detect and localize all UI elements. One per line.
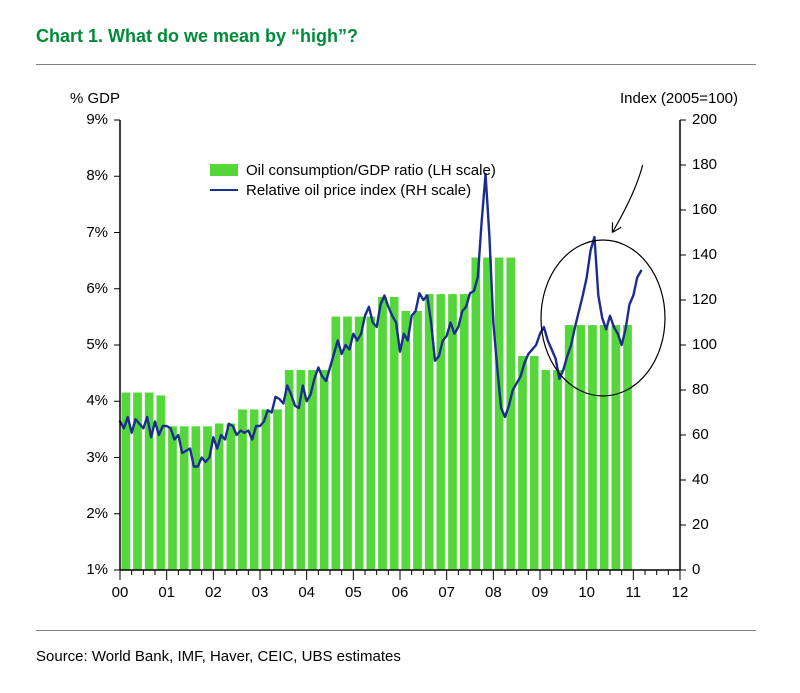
bar xyxy=(192,427,200,570)
annotation-arrow-line xyxy=(612,165,642,233)
x-tick-label: 05 xyxy=(341,584,365,601)
chart-area: % GDP Index (2005=100) 1%2%3%4%5%6%7%8%9… xyxy=(0,0,800,693)
bar xyxy=(437,294,445,570)
left-tick-label: 8% xyxy=(86,167,108,184)
right-tick-label: 80 xyxy=(692,381,709,398)
bar xyxy=(343,317,351,570)
right-tick-label: 100 xyxy=(692,336,717,353)
bar xyxy=(378,297,386,570)
bar xyxy=(413,311,421,570)
bar xyxy=(483,258,491,570)
bar xyxy=(542,370,550,570)
bar xyxy=(227,424,235,570)
bar xyxy=(623,325,631,570)
right-tick-label: 40 xyxy=(692,471,709,488)
legend-item: Relative oil price index (RH scale) xyxy=(210,180,496,200)
right-tick-label: 180 xyxy=(692,156,717,173)
x-tick-label: 10 xyxy=(575,584,599,601)
left-tick-label: 3% xyxy=(86,449,108,466)
bar xyxy=(355,317,363,570)
right-tick-label: 200 xyxy=(692,111,717,128)
x-tick-label: 02 xyxy=(201,584,225,601)
divider-bottom xyxy=(36,630,756,631)
x-tick-label: 04 xyxy=(295,584,319,601)
source-text: Source: World Bank, IMF, Haver, CEIC, UB… xyxy=(36,648,401,665)
bar xyxy=(530,356,538,570)
x-tick-label: 11 xyxy=(621,584,645,601)
bar xyxy=(157,396,165,570)
bar xyxy=(320,370,328,570)
bar xyxy=(507,258,515,570)
right-tick-label: 160 xyxy=(692,201,717,218)
x-tick-label: 07 xyxy=(435,584,459,601)
bar xyxy=(472,258,480,570)
bar xyxy=(553,370,561,570)
legend-label: Relative oil price index (RH scale) xyxy=(246,182,471,199)
bar xyxy=(600,325,608,570)
bar xyxy=(238,410,246,570)
x-tick-label: 00 xyxy=(108,584,132,601)
bar xyxy=(460,294,468,570)
x-tick-label: 01 xyxy=(155,584,179,601)
bar xyxy=(273,410,281,570)
x-tick-label: 09 xyxy=(528,584,552,601)
x-tick-label: 12 xyxy=(668,584,692,601)
x-tick-label: 06 xyxy=(388,584,412,601)
bar xyxy=(168,427,176,570)
right-tick-label: 0 xyxy=(692,561,700,578)
left-tick-label: 7% xyxy=(86,224,108,241)
legend-swatch-line xyxy=(210,189,238,191)
bar xyxy=(448,294,456,570)
legend-label: Oil consumption/GDP ratio (LH scale) xyxy=(246,162,496,179)
bar xyxy=(495,258,503,570)
bar xyxy=(262,410,270,570)
page: { "title": { "text": "Chart 1. What do w… xyxy=(0,0,800,693)
right-tick-label: 20 xyxy=(692,516,709,533)
x-tick-label: 03 xyxy=(248,584,272,601)
right-tick-label: 140 xyxy=(692,246,717,263)
bar xyxy=(588,325,596,570)
legend-swatch-bar xyxy=(210,164,238,176)
bar xyxy=(518,356,526,570)
right-tick-label: 60 xyxy=(692,426,709,443)
legend-item: Oil consumption/GDP ratio (LH scale) xyxy=(210,160,496,180)
left-tick-label: 5% xyxy=(86,336,108,353)
left-tick-label: 1% xyxy=(86,561,108,578)
left-tick-label: 2% xyxy=(86,505,108,522)
bar xyxy=(308,370,316,570)
left-tick-label: 9% xyxy=(86,111,108,128)
left-tick-label: 6% xyxy=(86,280,108,297)
bar xyxy=(402,311,410,570)
left-tick-label: 4% xyxy=(86,392,108,409)
x-tick-label: 08 xyxy=(481,584,505,601)
bar xyxy=(367,317,375,570)
bar xyxy=(577,325,585,570)
bar xyxy=(612,325,620,570)
legend: Oil consumption/GDP ratio (LH scale) Rela… xyxy=(210,160,496,200)
right-tick-label: 120 xyxy=(692,291,717,308)
